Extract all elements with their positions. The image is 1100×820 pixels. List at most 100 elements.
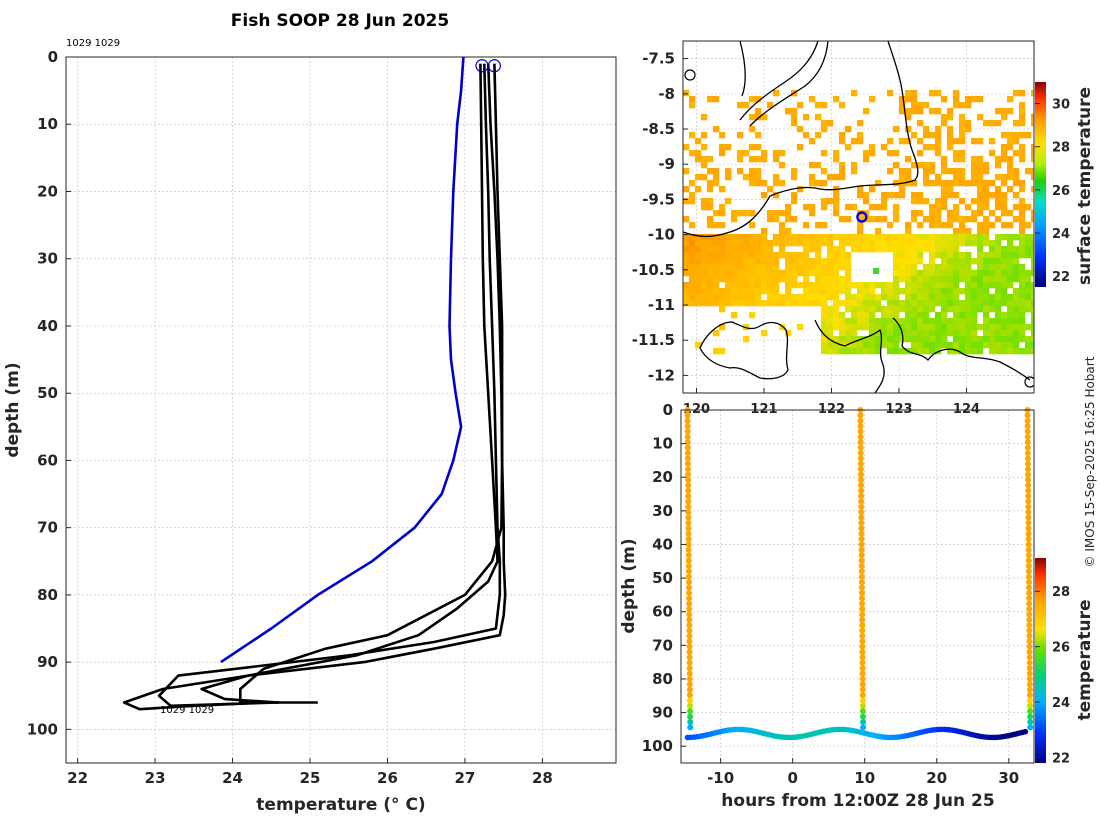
map-sst-pixel <box>755 264 762 271</box>
map-sst-pixel <box>815 180 822 187</box>
map-sst-pixel <box>911 240 918 247</box>
profile-x-tick-2: 24 <box>222 769 243 787</box>
map-sst-pixel <box>767 258 774 265</box>
map-sst-pixel <box>1019 348 1026 355</box>
map-sst-pixel <box>899 168 906 175</box>
map-sst-pixel <box>893 294 900 301</box>
map-sst-pixel <box>923 102 930 109</box>
cast-0-point <box>685 530 692 537</box>
map-sst-pixel <box>725 288 732 295</box>
map-sst-pixel <box>989 240 996 247</box>
map-sst-pixel <box>989 318 996 325</box>
cast-2-point <box>1024 439 1031 446</box>
map-sst-pixel <box>929 222 936 229</box>
map-y-tick-6: -10.5 <box>632 261 675 279</box>
map-sst-pixel <box>869 282 876 289</box>
map-sst-pixel <box>1025 168 1032 175</box>
map-sst-pixel <box>1013 348 1020 355</box>
map-sst-pixel <box>713 288 720 295</box>
map-sst-pixel <box>935 210 942 217</box>
cast-1-point <box>859 665 866 672</box>
map-sst-pixel <box>869 348 876 355</box>
map-sst-pixel <box>773 270 780 277</box>
temp-colorbar-tick-3: 28 <box>1052 585 1070 600</box>
map-sst-pixel <box>1019 132 1026 139</box>
map-sst-pixel <box>1013 168 1020 175</box>
map-sst-pixel <box>911 96 918 103</box>
map-sst-pixel <box>935 222 942 229</box>
map-sst-pixel <box>1019 240 1026 247</box>
cast-1-point <box>858 514 865 521</box>
map-sst-pixel <box>911 324 918 331</box>
map-sst-pixel <box>977 174 984 181</box>
map-sst-pixel <box>821 264 828 271</box>
cast-1-point <box>859 686 866 693</box>
map-sst-pixel <box>995 336 1002 343</box>
map-sst-pixel <box>833 204 840 211</box>
time-depth-x-tick-3: 20 <box>926 769 947 787</box>
profile-id-label: 1029 1029 <box>66 38 120 49</box>
map-sst-pixel <box>785 282 792 289</box>
profile-y-tick-0: 0 <box>48 48 58 66</box>
map-sst-pixel <box>821 120 828 127</box>
map-sst-pixel <box>917 300 924 307</box>
map-sst-pixel <box>1013 270 1020 277</box>
map-sst-pixel <box>995 240 1002 247</box>
profile-x-tick-0: 22 <box>67 769 88 787</box>
map-sst-pixel <box>695 294 702 301</box>
map-sst-pixel <box>785 294 792 301</box>
map-sst-pixel <box>713 294 720 301</box>
map-field <box>683 41 1034 393</box>
map-sst-pixel <box>767 282 774 289</box>
map-sst-pixel <box>917 288 924 295</box>
map-sst-pixel <box>851 324 858 331</box>
map-sst-pixel <box>1031 252 1034 259</box>
cast-2-point <box>1024 412 1031 419</box>
map-sst-pixel <box>713 276 720 283</box>
cast-1-point <box>858 595 865 602</box>
map-sst-pixel <box>773 282 780 289</box>
map-sst-pixel <box>1001 264 1008 271</box>
map-sst-pixel <box>713 246 720 253</box>
map-sst-pixel <box>821 258 828 265</box>
map-sst-pixel <box>893 336 900 343</box>
map-sst-pixel <box>857 234 864 241</box>
map-sst-pixel <box>941 282 948 289</box>
map-sst-pixel <box>1013 264 1020 271</box>
map-sst-pixel <box>977 222 984 229</box>
cast-0-point <box>686 606 693 613</box>
map-sst-pixel <box>749 168 756 175</box>
map-sst-pixel <box>959 270 966 277</box>
map-sst-pixel <box>857 282 864 289</box>
map-sst-pixel <box>737 264 744 271</box>
map-sst-pixel <box>821 240 828 247</box>
map-sst-pixel <box>689 96 696 103</box>
map-sst-pixel <box>755 240 762 247</box>
map-sst-pixel <box>809 300 816 307</box>
map-sst-pixel <box>983 288 990 295</box>
map-y-tick-3: -9 <box>658 155 675 173</box>
map-sst-pixel <box>707 240 714 247</box>
map-sst-pixel <box>983 312 990 319</box>
map-sst-pixel <box>983 120 990 127</box>
map-sst-pixel <box>779 324 786 331</box>
cast-1-point <box>859 611 866 618</box>
map-sst-pixel <box>701 288 708 295</box>
map-sst-pixel <box>893 252 900 259</box>
time-depth-points <box>684 407 1034 741</box>
map-sst-pixel <box>1025 222 1032 229</box>
map-sst-pixel <box>947 186 954 193</box>
map-sst-pixel <box>815 282 822 289</box>
cast-2-point <box>1026 649 1033 656</box>
map-sst-pixel <box>881 246 888 253</box>
map-sst-pixel <box>953 282 960 289</box>
map-sst-pixel <box>995 234 1002 241</box>
map-sst-pixel <box>1007 282 1014 289</box>
map-sst-pixel <box>815 234 822 241</box>
map-sst-pixel <box>839 132 846 139</box>
map-sst-pixel <box>929 300 936 307</box>
map-sst-pixel <box>761 276 768 283</box>
map-sst-pixel <box>893 324 900 331</box>
map-sst-pixel <box>917 198 924 205</box>
